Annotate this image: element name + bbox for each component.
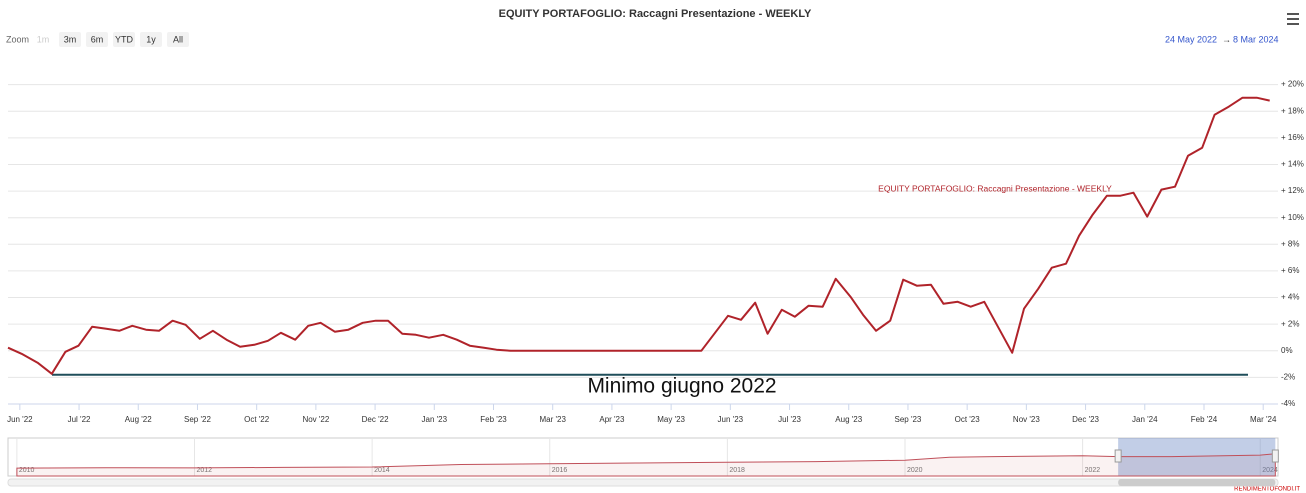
x-tick-label: Jun '22 xyxy=(7,415,33,424)
x-tick-label: Dec '23 xyxy=(1072,415,1099,424)
x-tick-label: Oct '22 xyxy=(244,415,270,424)
x-tick-label: Nov '22 xyxy=(302,415,329,424)
zoom-button[interactable] xyxy=(32,32,54,47)
x-tick-label: Aug '23 xyxy=(835,415,862,424)
menu-bar xyxy=(1287,23,1299,25)
zoom-button[interactable] xyxy=(140,32,162,47)
zoom-button[interactable] xyxy=(113,32,135,47)
y-tick-label: + 2% xyxy=(1281,319,1299,328)
navigator-handle xyxy=(1114,449,1122,463)
y-tick-label: -4% xyxy=(1281,399,1295,408)
x-tick-label: Jan '24 xyxy=(1132,415,1158,424)
y-tick-label: + 10% xyxy=(1281,213,1304,222)
menu-bar xyxy=(1287,18,1299,20)
y-tick-label: + 6% xyxy=(1281,266,1299,275)
y-tick-label: + 18% xyxy=(1281,106,1304,115)
series-line xyxy=(7,96,1270,375)
date-from[interactable]: 24 May 2022 xyxy=(1165,34,1217,44)
x-tick-label: Feb '23 xyxy=(480,415,507,424)
y-tick-label: + 20% xyxy=(1281,80,1304,89)
navigator-tick-label: 2020 xyxy=(907,467,923,474)
chart-title: EQUITY PORTAFOGLIO: Raccagni Presentazio… xyxy=(499,8,812,20)
zoom-button-label[interactable]: 3m xyxy=(64,34,77,44)
x-tick-label: Oct '23 xyxy=(955,415,981,424)
x-tick-label: Apr '23 xyxy=(599,415,625,424)
navigator-tick-label: 2022 xyxy=(1085,467,1101,474)
y-tick-label: + 16% xyxy=(1281,133,1304,142)
zoom-button-label[interactable]: YTD xyxy=(115,34,134,44)
x-tick-label: Nov '23 xyxy=(1013,415,1040,424)
zoom-button[interactable] xyxy=(86,32,108,47)
x-tick-label: Dec '22 xyxy=(362,415,389,424)
x-tick-label: Jun '23 xyxy=(718,415,744,424)
y-tick-label: -2% xyxy=(1281,372,1295,381)
credits: RENDIMENTOFONDI.IT xyxy=(1234,487,1300,493)
x-tick-label: Sep '23 xyxy=(895,415,922,424)
x-tick-label: Jan '23 xyxy=(422,415,448,424)
x-tick-label: May '23 xyxy=(657,415,685,424)
menu-icon[interactable] xyxy=(1287,13,1299,25)
x-tick-label: Jul '23 xyxy=(778,415,801,424)
navigator-tick-label: 2018 xyxy=(729,467,745,474)
zoom-label: Zoom xyxy=(6,34,29,44)
navigator-handle xyxy=(1271,449,1279,463)
x-tick-label: Sep '22 xyxy=(184,415,211,424)
zoom-button[interactable] xyxy=(167,32,189,47)
x-tick-label: Aug '22 xyxy=(125,415,152,424)
zoom-button-label[interactable]: 6m xyxy=(91,34,104,44)
navigator-tick-label: 2024 xyxy=(1262,467,1278,474)
y-tick-label: + 8% xyxy=(1281,239,1299,248)
zoom-button[interactable] xyxy=(59,32,81,47)
navigator-tick-label: 2012 xyxy=(197,467,213,474)
navigator-tick-label: 2016 xyxy=(552,467,568,474)
y-tick-label: 0% xyxy=(1281,346,1293,355)
date-to[interactable]: 8 Mar 2024 xyxy=(1233,34,1279,44)
zoom-button-label[interactable]: All xyxy=(173,34,183,44)
x-tick-label: Jul '22 xyxy=(68,415,91,424)
navigator-frame xyxy=(7,437,1279,477)
x-tick-label: Mar '23 xyxy=(539,415,566,424)
navigator-area xyxy=(16,453,1276,477)
zoom-button-label[interactable]: 1y xyxy=(146,34,156,44)
series-label: EQUITY PORTAFOGLIO: Raccagni Presentazio… xyxy=(878,183,1112,193)
y-tick-label: + 4% xyxy=(1281,293,1299,302)
x-tick-label: Feb '24 xyxy=(1191,415,1218,424)
navigator-tick-label: 2014 xyxy=(374,467,390,474)
scrollbar-track xyxy=(7,478,1279,487)
navigator-tick-label: 2010 xyxy=(19,467,35,474)
y-tick-label: + 14% xyxy=(1281,160,1304,169)
x-tick-label: Mar '24 xyxy=(1250,415,1277,424)
y-tick-label: + 12% xyxy=(1281,186,1304,195)
scrollbar-thumb xyxy=(1118,479,1276,486)
menu-bar xyxy=(1287,13,1299,15)
annotation-label: Minimo giugno 2022 xyxy=(587,374,776,397)
date-separator: → xyxy=(1222,34,1231,44)
zoom-button-label[interactable]: 1m xyxy=(37,34,50,44)
